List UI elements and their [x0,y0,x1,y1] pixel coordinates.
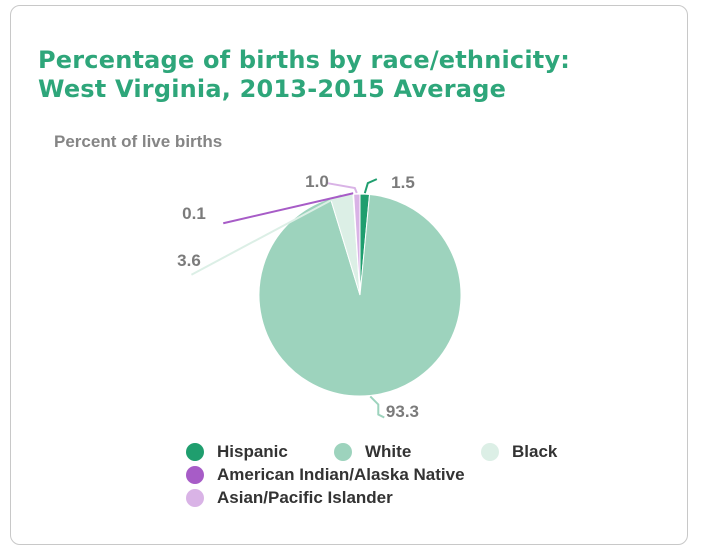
data-label-american-indian-alaska-native: 0.1 [182,204,206,223]
legend-swatch-white [334,442,352,461]
legend-item-hispanic: Hispanic [186,442,334,462]
chart-legend: Hispanic White Black American Indian/Ala… [186,440,557,509]
legend-swatch-american-indian [186,465,204,484]
chart-title-line-1: Percentage of births by race/ethnicity: [38,46,571,74]
legend-swatch-asian [186,488,204,507]
data-label-hispanic: 1.5 [391,173,415,192]
legend-item-black: Black [481,442,557,462]
data-label-black: 3.6 [177,251,201,270]
chart-subtitle: Percent of live births [54,132,223,151]
legend-swatch-black [481,442,499,461]
legend-item-white: White [334,442,481,462]
chart-title: Percentage of births by race/ethnicity: … [38,46,570,104]
legend-label-american-indian: American Indian/Alaska Native [217,464,465,484]
pie-slice-white [258,193,462,397]
leader-line-american-indian-alaska-native [223,192,354,225]
legend-row-1: Hispanic White Black [186,440,557,463]
leader-line-black [190,193,342,276]
legend-row-2: American Indian/Alaska Native [186,463,557,486]
data-label-asian-pacific-islander: 1.0 [305,172,329,191]
legend-label-asian: Asian/Pacific Islander [217,487,393,507]
leader-line-asian-pacific-islander [326,182,358,194]
legend-label-hispanic: Hispanic [217,441,288,461]
legend-item-american-indian: American Indian/Alaska Native [186,465,465,485]
data-label-white: 93.3 [386,402,419,421]
leader-line-white [369,395,385,419]
legend-row-3: Asian/Pacific Islander [186,486,557,509]
chart-title-line-2: West Virginia, 2013-2015 Average [38,75,507,103]
legend-item-asian: Asian/Pacific Islander [186,488,393,508]
legend-swatch-hispanic [186,442,204,461]
legend-label-black: Black [512,441,558,461]
pie-slice-asian-pacific-islander [353,193,361,296]
legend-label-white: White [365,441,412,461]
leader-line-hispanic [363,178,378,194]
